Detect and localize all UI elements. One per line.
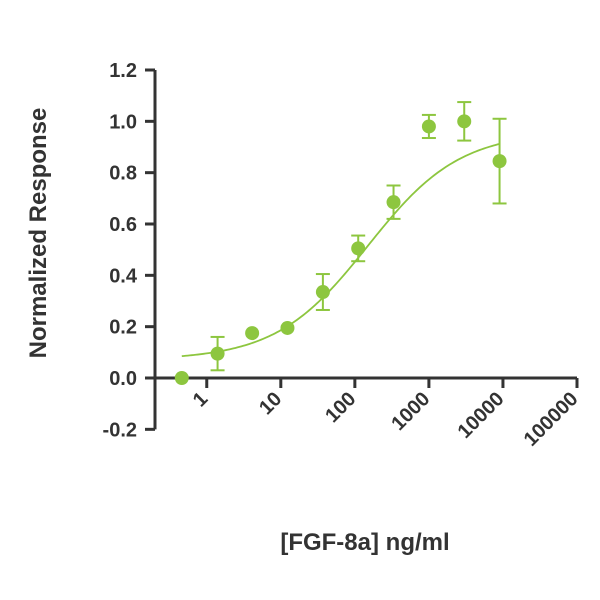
data-point <box>245 326 260 341</box>
axes: -0.2 0.0 0.2 0.4 0.6 0.8 1.0 1.2 1 10 100 1000 10000… <box>103 60 583 451</box>
data-point <box>174 371 189 385</box>
x-tick-label: 10000 <box>454 388 509 443</box>
y-tick-label: 1.0 <box>109 111 137 133</box>
y-tick-label: 1.2 <box>109 60 137 82</box>
y-tick-label: 0.4 <box>109 265 138 287</box>
data-point <box>492 154 507 169</box>
x-tick-label: 100 <box>321 388 360 427</box>
y-tick-label: 0.8 <box>109 163 137 185</box>
data-point <box>280 320 295 335</box>
y-axis-title: Normalized Response <box>25 108 52 359</box>
data-point <box>421 119 436 134</box>
y-tick-label: 0.6 <box>109 214 137 236</box>
data-points-layer <box>174 101 507 385</box>
fit-curve-layer <box>181 143 500 358</box>
y-tick-label: 0.0 <box>109 368 137 390</box>
y-tick-label: 0.2 <box>109 317 137 339</box>
x-tick-label: 100000 <box>520 388 583 451</box>
data-point <box>457 114 472 129</box>
x-tick-label: 1000 <box>387 388 434 435</box>
data-point <box>386 195 401 210</box>
y-tick-label: -0.2 <box>103 419 137 441</box>
x-tick-label: 1 <box>189 388 212 411</box>
data-point <box>315 285 330 300</box>
x-axis-title: [FGF-8a] ng/ml <box>280 529 449 556</box>
fit-curve <box>181 143 500 358</box>
data-point <box>210 346 225 361</box>
x-tick-label: 10 <box>255 388 286 419</box>
data-point <box>351 241 366 256</box>
